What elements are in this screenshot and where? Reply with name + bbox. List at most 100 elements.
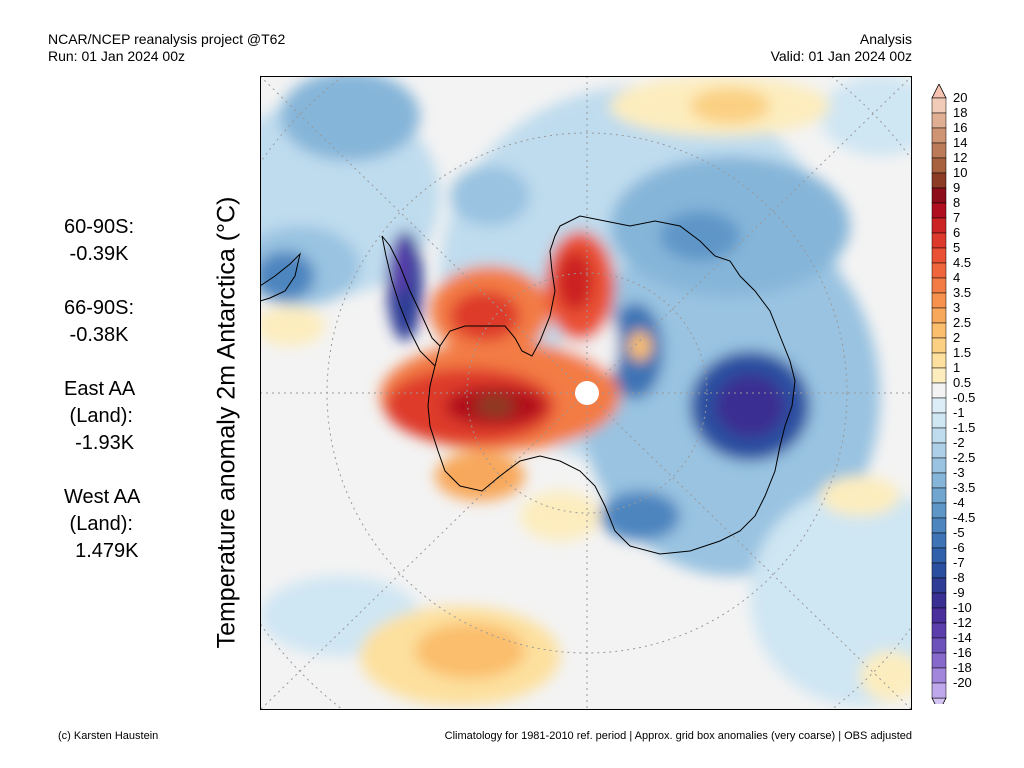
- stat-line: -0.38K: [64, 324, 129, 346]
- antarctica-anomaly-map: [260, 76, 912, 710]
- colorbar-swatch: [931, 532, 947, 549]
- header-left: NCAR/NCEP reanalysis project @T62 Run: 0…: [48, 31, 285, 65]
- colorbar-label: -16: [953, 645, 972, 660]
- colorbar-label: -3.5: [953, 480, 975, 495]
- stat-west-aa: West AA (Land): 1.479K: [64, 484, 140, 565]
- colorbar-swatch: [931, 187, 947, 204]
- colorbar-swatch: [931, 157, 947, 174]
- colorbar-swatch: [931, 337, 947, 354]
- colorbar-label: 6: [953, 225, 960, 240]
- south-pole-marker: [575, 381, 599, 405]
- colorbar-label: 2: [953, 330, 960, 345]
- colorbar-label: 18: [953, 105, 967, 120]
- colorbar-label: 5: [953, 240, 960, 255]
- colorbar: 201816141210987654.543.532.521.510.5-0.5…: [931, 84, 975, 704]
- colorbar-label: -14: [953, 630, 972, 645]
- colorbar-swatch: [931, 262, 947, 279]
- stat-60-90s: 60-90S: -0.39K: [64, 214, 140, 268]
- colorbar-swatch: [931, 622, 947, 639]
- colorbar-swatch: [931, 202, 947, 219]
- run-time: Run: 01 Jan 2024 00z: [48, 48, 185, 64]
- colorbar-swatch: [931, 637, 947, 654]
- colorbar-swatch: [931, 322, 947, 339]
- stat-line: -0.39K: [64, 243, 129, 265]
- colorbar-swatch: [931, 247, 947, 264]
- stat-line: (Land):: [64, 405, 133, 427]
- colorbar-label: -18: [953, 660, 972, 675]
- colorbar-swatch: [931, 352, 947, 369]
- map-title: Temperature anomaly 2m Antarctica (°C): [212, 196, 241, 649]
- colorbar-label: 7: [953, 210, 960, 225]
- colorbar-label: -4: [953, 495, 965, 510]
- colorbar-label: -8: [953, 570, 965, 585]
- antarctica-coastline: [427, 215, 796, 555]
- stat-line: -1.93K: [64, 432, 135, 454]
- colorbar-label: -5: [953, 525, 965, 540]
- colorbar-label: 8: [953, 195, 960, 210]
- colorbar-label: -9: [953, 585, 965, 600]
- stat-line: 60-90S:: [64, 216, 135, 238]
- colorbar-swatch: [931, 607, 947, 624]
- colorbar-label: 9: [953, 180, 960, 195]
- header-right: Analysis Valid: 01 Jan 2024 00z: [771, 31, 912, 65]
- colorbar-swatch: [931, 397, 947, 414]
- colorbar-label: 16: [953, 120, 967, 135]
- stat-line: East AA: [64, 378, 136, 400]
- colorbar-label: 4: [953, 270, 960, 285]
- colorbar-swatch: [931, 367, 947, 384]
- south-america-coast: [260, 252, 301, 302]
- colorbar-label: -2.5: [953, 450, 975, 465]
- colorbar-label: 2.5: [953, 315, 971, 330]
- colorbar-swatch: [931, 277, 947, 294]
- analysis-label: Analysis: [859, 31, 912, 47]
- footnote-text: Climatology for 1981-2010 ref. period | …: [444, 730, 912, 742]
- colorbar-swatch: [931, 592, 947, 609]
- colorbar-label: -4.5: [953, 510, 975, 525]
- colorbar-label: 3: [953, 300, 960, 315]
- colorbar-label: -6: [953, 540, 965, 555]
- colorbar-swatch: [931, 442, 947, 459]
- stat-line: (Land):: [64, 513, 133, 535]
- colorbar-swatch: [931, 427, 947, 444]
- colorbar-bottom-arrow: [931, 697, 947, 704]
- stat-66-90s: 66-90S: -0.38K: [64, 295, 140, 349]
- colorbar-swatch: [931, 562, 947, 579]
- colorbar-label: -0.5: [953, 390, 975, 405]
- colorbar-label: -7: [953, 555, 965, 570]
- colorbar-swatch: [931, 217, 947, 234]
- model-title: NCAR/NCEP reanalysis project @T62: [48, 31, 286, 47]
- colorbar-swatch: [931, 142, 947, 159]
- colorbar-swatch: [931, 112, 947, 129]
- map-frame: [260, 76, 912, 710]
- anomaly-field: [260, 76, 912, 706]
- colorbar-label: -10: [953, 600, 972, 615]
- colorbar-swatch: [931, 517, 947, 534]
- stat-line: West AA: [64, 486, 141, 508]
- colorbar-swatch: [931, 472, 947, 489]
- colorbar-swatch: [931, 307, 947, 324]
- antarctic-peninsula-coast: [381, 235, 441, 367]
- colorbar-label: 3.5: [953, 285, 971, 300]
- colorbar-swatch: [931, 667, 947, 684]
- stat-line: 66-90S:: [64, 297, 135, 319]
- colorbar-label: 1.5: [953, 345, 971, 360]
- colorbar-label: -20: [953, 675, 972, 690]
- colorbar-swatch: [931, 457, 947, 474]
- colorbar-swatch: [931, 127, 947, 144]
- colorbar-swatch: [931, 232, 947, 249]
- colorbar-label: -2: [953, 435, 965, 450]
- colorbar-swatch: [931, 577, 947, 594]
- stat-east-aa: East AA (Land): -1.93K: [64, 376, 140, 457]
- colorbar-swatch: [931, 97, 947, 114]
- colorbar-swatch: [931, 292, 947, 309]
- colorbar-swatch: [931, 172, 947, 189]
- colorbar-swatch: [931, 382, 947, 399]
- colorbar-label: 4.5: [953, 255, 971, 270]
- colorbar-label: 20: [953, 90, 967, 105]
- colorbar-label: -1.5: [953, 420, 975, 435]
- colorbar-top-arrow: [931, 84, 947, 99]
- graticule: [260, 76, 912, 710]
- colorbar-swatch: [931, 487, 947, 504]
- colorbar-swatch: [931, 412, 947, 429]
- colorbar-label: -1: [953, 405, 965, 420]
